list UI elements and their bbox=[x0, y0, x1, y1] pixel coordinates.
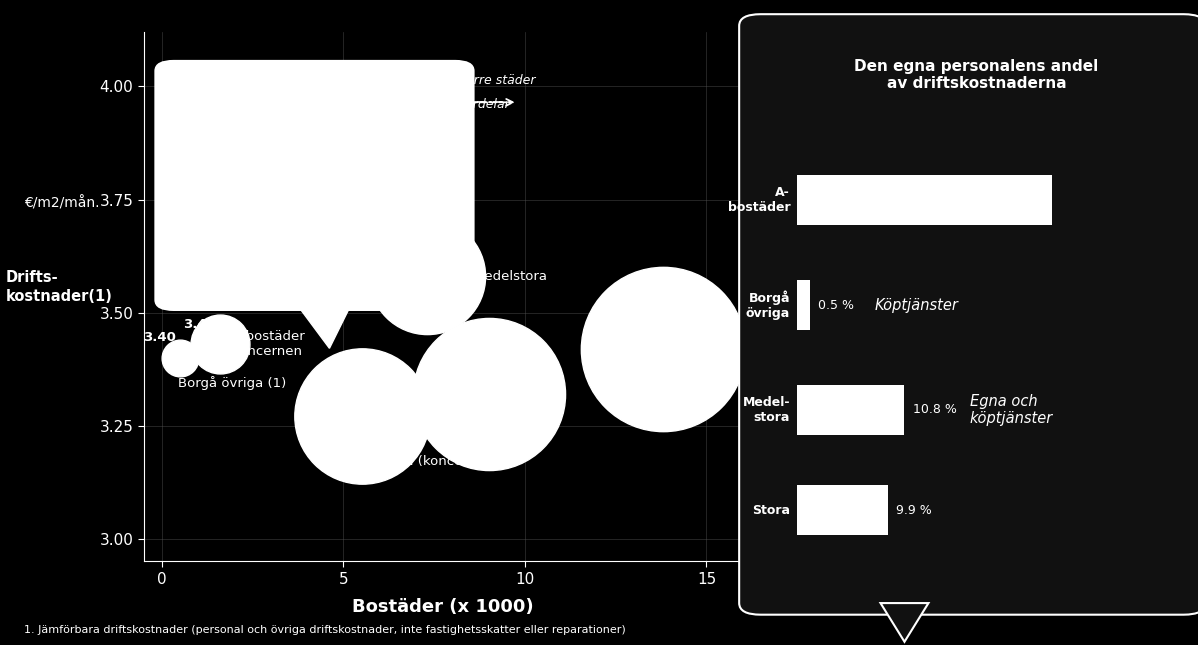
Bar bbox=[797, 175, 1052, 225]
Point bbox=[290, 226, 309, 236]
Text: 9.9 %: 9.9 % bbox=[896, 504, 932, 517]
Text: 10.8 %: 10.8 % bbox=[913, 403, 956, 417]
Text: Köptjänster: Köptjänster bbox=[875, 297, 958, 313]
Point bbox=[211, 339, 230, 350]
Point bbox=[417, 271, 436, 281]
Text: €/m2/mån.: €/m2/mån. bbox=[24, 196, 99, 210]
Point bbox=[170, 353, 189, 363]
Text: JVA: JVA bbox=[436, 170, 458, 183]
Text: VAV: VAV bbox=[509, 415, 534, 428]
Text: 0.5 %: 0.5 % bbox=[818, 299, 854, 312]
Text: Medel-
stora: Medel- stora bbox=[743, 396, 791, 424]
Point bbox=[352, 412, 371, 422]
Text: 3.43: 3.43 bbox=[183, 317, 216, 331]
Bar bbox=[797, 385, 904, 435]
Text: 1. Jämförbara driftskostnader (personal och övriga driftskostnader, inte fastigh: 1. Jämförbara driftskostnader (personal … bbox=[24, 626, 625, 635]
Text: Borgå övriga (1): Borgå övriga (1) bbox=[179, 375, 286, 390]
Text: Stora: Stora bbox=[752, 504, 791, 517]
Text: A-
bostäder: A- bostäder bbox=[727, 186, 791, 214]
Point bbox=[388, 172, 407, 182]
Point bbox=[479, 389, 498, 399]
Text: Drifts-
kostnader(1): Drifts- kostnader(1) bbox=[6, 270, 113, 304]
Bar bbox=[797, 485, 888, 535]
Text: Egna och
köptjänster: Egna och köptjänster bbox=[970, 393, 1053, 426]
Text: vs storlek och skalfördelar: vs storlek och skalfördelar bbox=[345, 98, 509, 111]
Polygon shape bbox=[881, 603, 928, 642]
X-axis label: Bostäder (x 1000): Bostäder (x 1000) bbox=[352, 598, 534, 616]
Text: Espoonkruunu: Espoonkruunu bbox=[710, 315, 806, 328]
Text: Lahden Talot: Lahden Talot bbox=[321, 197, 406, 210]
Text: Högre kostnadsnivå i större städer: Högre kostnadsnivå i större städer bbox=[319, 74, 536, 88]
Text: Den egna personalens andel
av driftskostnaderna: Den egna personalens andel av driftskost… bbox=[854, 59, 1099, 91]
FancyBboxPatch shape bbox=[739, 14, 1198, 615]
Text: 3.40: 3.40 bbox=[143, 331, 176, 344]
Point bbox=[653, 344, 672, 354]
Polygon shape bbox=[294, 300, 353, 348]
Bar bbox=[797, 280, 810, 330]
Text: A-bostäder
koncernen: A-bostäder koncernen bbox=[232, 330, 305, 358]
Text: Medelstora: Medelstora bbox=[474, 270, 549, 283]
Text: Borgå
övriga: Borgå övriga bbox=[746, 290, 791, 320]
Text: Sivakka (koncern): Sivakka (koncern) bbox=[362, 455, 480, 468]
FancyBboxPatch shape bbox=[156, 61, 473, 310]
